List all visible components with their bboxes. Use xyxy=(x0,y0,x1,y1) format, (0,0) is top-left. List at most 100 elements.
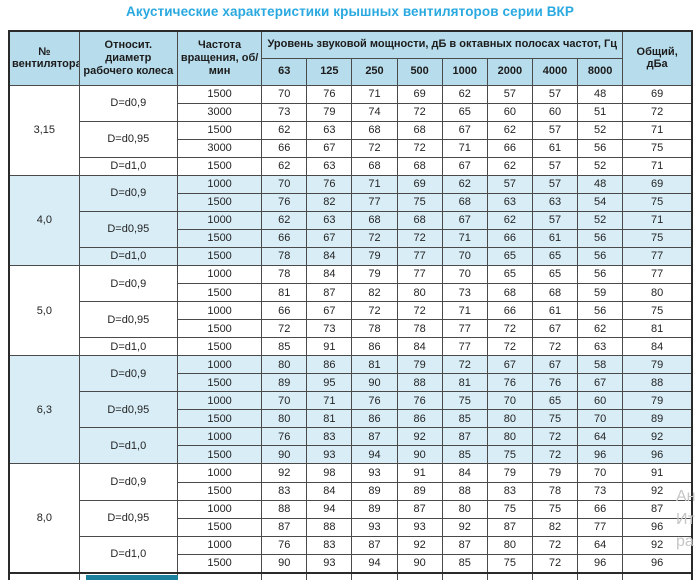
spl-value-cell: 68 xyxy=(396,120,443,140)
col-header-freq-2000: 2000 xyxy=(486,57,533,86)
spl-value-cell: 77 xyxy=(396,264,443,285)
diameter-cell: D=d1,0 xyxy=(78,156,178,176)
diameter-cell: D=d1,0 xyxy=(78,427,178,465)
spl-value-cell: 98 xyxy=(306,463,353,483)
spl-value-cell: 72 xyxy=(486,319,533,339)
table-header: № вентилятора Относит. диаметр рабочего … xyxy=(8,30,693,86)
spl-value-cell: 75 xyxy=(531,499,579,519)
spl-value-cell: 57 xyxy=(531,84,579,104)
spl-value-cell: 57 xyxy=(531,120,579,140)
spl-value-cell: 94 xyxy=(351,553,398,574)
diameter-cell: D=d0,95 xyxy=(78,499,178,537)
spl-value-cell: 82 xyxy=(306,192,353,212)
speed-cell: 1500 xyxy=(176,517,263,537)
table-row: D=d0,95 1000 70 71 76 76 75 70 65 60 79 xyxy=(9,391,693,429)
cut-cell xyxy=(176,574,263,580)
total-cell: 96 xyxy=(622,517,693,537)
spl-value-cell: 56 xyxy=(577,301,624,321)
speed-cell: 1000 xyxy=(176,499,263,519)
spl-value-cell: 67 xyxy=(577,373,624,393)
speed-cell: 1500 xyxy=(176,228,263,248)
spl-value-cell: 82 xyxy=(531,517,579,537)
spl-value-cell: 81 xyxy=(306,409,353,429)
table-row: 1500 90 93 94 90 85 75 72 96 96 xyxy=(9,553,693,574)
spl-value-cell: 71 xyxy=(441,228,488,248)
spl-value-cell: 84 xyxy=(306,481,353,501)
spl-value-cell: 90 xyxy=(396,445,443,465)
total-cell: 92 xyxy=(622,481,693,501)
spl-value-cell: 73 xyxy=(577,481,624,501)
table-row: 3000 66 67 72 72 71 66 61 56 75 xyxy=(9,138,693,158)
spl-value-cell: 81 xyxy=(441,373,488,393)
total-cell: 96 xyxy=(622,445,693,465)
spl-value-cell: 83 xyxy=(306,535,353,555)
spl-value-cell: 66 xyxy=(577,499,624,519)
speed-cell: 1500 xyxy=(176,319,263,339)
spl-value-cell: 87 xyxy=(351,427,398,447)
spl-value-cell: 65 xyxy=(441,102,488,122)
spl-value-cell: 56 xyxy=(577,138,624,158)
spl-value-cell: 72 xyxy=(531,553,579,574)
spl-value-cell: 91 xyxy=(396,463,443,483)
speed-cell: 1000 xyxy=(176,427,263,447)
total-cell: 79 xyxy=(622,391,693,411)
total-cell: 71 xyxy=(622,210,693,230)
spl-value-cell: 66 xyxy=(486,138,533,158)
spl-value-cell: 78 xyxy=(261,246,308,266)
spl-value-cell: 87 xyxy=(396,499,443,519)
spl-value-cell: 68 xyxy=(396,210,443,230)
spl-value-cell: 66 xyxy=(261,301,308,321)
spl-value-cell: 66 xyxy=(261,228,308,248)
spl-value-cell: 56 xyxy=(577,264,624,285)
acoustic-characteristics-table: № вентилятора Относит. диаметр рабочего … xyxy=(8,30,693,574)
spl-value-cell: 86 xyxy=(306,355,353,375)
spl-value-cell: 68 xyxy=(351,120,398,140)
spl-value-cell: 79 xyxy=(531,463,579,483)
spl-value-cell: 70 xyxy=(577,409,624,429)
total-cell: 80 xyxy=(622,283,693,303)
total-cell: 79 xyxy=(622,355,693,375)
spl-value-cell: 88 xyxy=(396,373,443,393)
spl-value-cell: 62 xyxy=(261,210,308,230)
speed-cell: 1000 xyxy=(176,174,263,194)
spl-value-cell: 75 xyxy=(441,391,488,411)
diameter-cell: D=d0,95 xyxy=(78,120,178,158)
spl-value-cell: 75 xyxy=(396,192,443,212)
speed-cell: 1000 xyxy=(176,463,263,483)
speed-cell: 1500 xyxy=(176,283,263,303)
spl-value-cell: 48 xyxy=(577,84,624,104)
col-header-freq-1000: 1000 xyxy=(441,57,488,86)
spl-value-cell: 77 xyxy=(351,192,398,212)
spl-value-cell: 74 xyxy=(351,102,398,122)
table-row: D=d0,95 1000 66 67 72 72 71 66 61 56 75 xyxy=(9,301,693,339)
spl-value-cell: 71 xyxy=(351,84,398,104)
spl-value-cell: 67 xyxy=(531,355,579,375)
spl-value-cell: 57 xyxy=(486,84,533,104)
table-row: 1500 81 87 82 80 73 68 68 59 80 xyxy=(9,283,693,303)
spl-value-cell: 90 xyxy=(261,445,308,465)
spl-value-cell: 72 xyxy=(351,138,398,158)
diameter-cell: D=d1,0 xyxy=(78,535,178,574)
spl-value-cell: 91 xyxy=(306,337,353,357)
spl-value-cell: 57 xyxy=(531,174,579,194)
speed-cell: 1000 xyxy=(176,391,263,411)
spl-value-cell: 87 xyxy=(351,535,398,555)
speed-cell: 1000 xyxy=(176,535,263,555)
total-cell: 88 xyxy=(622,373,693,393)
spl-value-cell: 80 xyxy=(441,499,488,519)
watermark-fragment: Ит xyxy=(676,511,695,528)
spl-value-cell: 71 xyxy=(351,174,398,194)
spl-value-cell: 86 xyxy=(396,409,443,429)
spl-value-cell: 61 xyxy=(531,138,579,158)
spl-value-cell: 72 xyxy=(396,301,443,321)
page-title: Акустические характеристики крышных вент… xyxy=(125,4,574,19)
spl-value-cell: 84 xyxy=(396,337,443,357)
diameter-cell: D=d0,95 xyxy=(78,210,178,248)
speed-cell: 1500 xyxy=(176,84,263,104)
spl-value-cell: 84 xyxy=(441,463,488,483)
col-header-freq-8000: 8000 xyxy=(577,57,624,86)
total-cell: 92 xyxy=(622,427,693,447)
spl-value-cell: 93 xyxy=(351,517,398,537)
table-row: 1500 76 82 77 75 68 63 63 54 75 xyxy=(9,192,693,212)
spl-value-cell: 62 xyxy=(486,120,533,140)
